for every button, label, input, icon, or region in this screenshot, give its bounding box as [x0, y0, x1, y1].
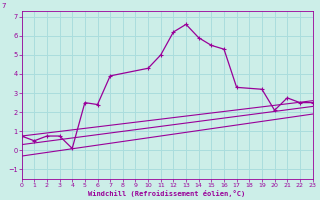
Text: 7: 7	[1, 3, 6, 9]
X-axis label: Windchill (Refroidissement éolien,°C): Windchill (Refroidissement éolien,°C)	[88, 190, 246, 197]
